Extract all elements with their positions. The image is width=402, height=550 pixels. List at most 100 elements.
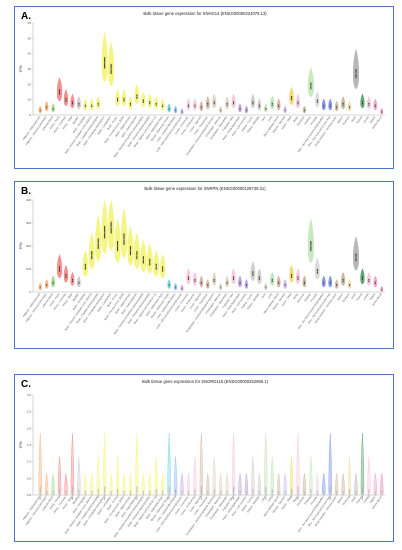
x-tick-label: Lung xyxy=(266,115,273,122)
violin xyxy=(373,98,378,111)
x-tick-label: Prostate xyxy=(309,292,318,303)
violin xyxy=(219,105,223,114)
x-tick-label: Stomach xyxy=(341,292,350,303)
violin xyxy=(193,98,197,111)
violin xyxy=(276,98,281,111)
x-tick-label: Testis xyxy=(350,495,357,503)
violin xyxy=(199,433,203,495)
violin xyxy=(174,282,178,291)
violin xyxy=(167,279,171,289)
violin xyxy=(225,96,229,110)
violin xyxy=(70,271,75,286)
y-tick-label: 30 xyxy=(28,67,32,71)
violin xyxy=(264,433,268,495)
chart-a: Bulk tissue gene expression for SNHG14 (… xyxy=(19,11,385,158)
violin xyxy=(133,232,140,269)
violin xyxy=(307,218,314,263)
x-tick-label: Thyroid xyxy=(355,292,364,302)
violin xyxy=(231,93,236,109)
violin xyxy=(250,93,255,109)
violin xyxy=(44,100,49,112)
violin xyxy=(380,286,384,292)
violin xyxy=(127,225,134,266)
violin xyxy=(322,98,326,111)
violin xyxy=(289,456,294,495)
violin xyxy=(244,279,249,289)
violin xyxy=(283,105,287,114)
violin xyxy=(264,282,268,291)
violin xyxy=(95,215,102,262)
x-tick-label: Uterus xyxy=(362,292,370,301)
violin xyxy=(103,433,107,495)
x-tick-label: Pituitary xyxy=(303,292,312,303)
violin xyxy=(128,96,133,110)
violin xyxy=(135,433,139,495)
y-tick-label: 0 xyxy=(29,290,31,294)
x-tick-label: Testis xyxy=(350,115,357,123)
violin xyxy=(238,275,242,288)
violin xyxy=(334,100,339,112)
y-tick-label: 1.0 xyxy=(27,460,32,464)
violin xyxy=(296,433,300,495)
x-tick-label: Pituitary xyxy=(303,495,312,506)
violin xyxy=(153,250,159,277)
violin xyxy=(251,456,255,495)
y-tick-label: 0.0 xyxy=(27,493,32,497)
violin xyxy=(360,268,365,285)
violin xyxy=(146,243,153,274)
violin xyxy=(314,257,320,280)
x-tick-label: Liver xyxy=(260,292,267,299)
violin xyxy=(283,279,287,289)
y-tick-label: 0.5 xyxy=(27,476,32,480)
violin xyxy=(77,456,81,495)
x-tick-label: Uterus xyxy=(362,495,370,504)
violin xyxy=(353,48,359,89)
violin xyxy=(199,100,204,112)
violin xyxy=(309,456,313,495)
violin xyxy=(347,279,352,289)
violin xyxy=(360,93,365,109)
y-tick-label: 10 xyxy=(28,98,32,102)
violin xyxy=(231,268,236,285)
violin xyxy=(244,105,248,114)
violin xyxy=(141,91,146,108)
violin xyxy=(101,32,108,82)
x-tick-label: Bladder xyxy=(71,292,79,302)
y-tick-label: 2.0 xyxy=(27,426,32,430)
violin xyxy=(114,218,121,263)
violin xyxy=(140,239,147,272)
violin xyxy=(147,93,152,109)
y-tick-label: 20 xyxy=(28,82,32,86)
violin xyxy=(167,433,171,495)
violin xyxy=(206,279,210,289)
violin xyxy=(56,254,63,279)
violin xyxy=(160,254,166,279)
x-tick-label: Lung xyxy=(266,292,273,299)
panel-b-label: B. xyxy=(21,186,31,197)
y-tick-label: 400 xyxy=(26,198,31,202)
violin xyxy=(302,105,306,114)
chart-title: Bulk tissue gene expression for SNORD116… xyxy=(142,379,269,384)
violin xyxy=(335,279,339,289)
y-tick-label: 3.0 xyxy=(27,393,32,397)
x-tick-label: Spleen xyxy=(336,292,344,301)
violin xyxy=(205,96,210,110)
violin xyxy=(380,108,384,115)
chart-title: Bulk tissue gene expression for SNHG14 (… xyxy=(143,11,267,16)
y-tick-label: 0 xyxy=(29,113,31,117)
violin xyxy=(160,98,165,111)
violin xyxy=(212,271,217,286)
violin xyxy=(212,456,216,495)
x-tick-label: Liver xyxy=(260,495,267,502)
violin xyxy=(115,89,120,107)
x-tick-label: Ovary xyxy=(292,115,300,124)
violin xyxy=(77,275,81,288)
x-tick-label: Ovary xyxy=(292,292,300,301)
y-tick-label: 2.5 xyxy=(27,410,32,414)
violin xyxy=(270,271,275,286)
violin xyxy=(186,98,191,111)
panel-c-label: C. xyxy=(21,379,31,390)
x-tick-label: Uterus xyxy=(362,115,370,124)
x-tick-label: Pancreas xyxy=(296,115,306,127)
y-tick-label: 50 xyxy=(28,36,32,40)
